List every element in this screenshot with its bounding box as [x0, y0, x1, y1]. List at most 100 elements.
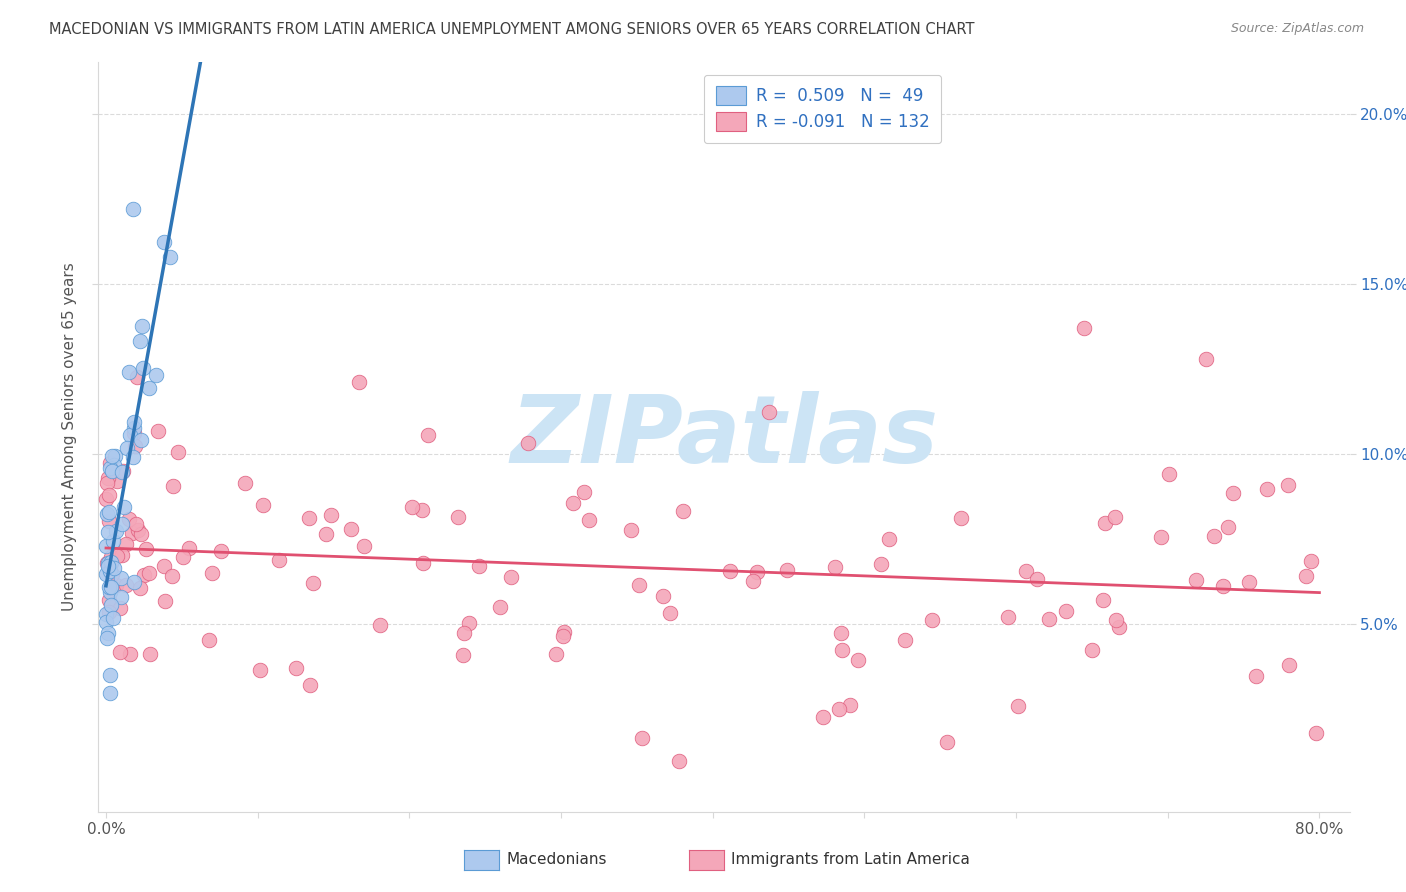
- Point: [103, 458, 125, 472]
- Point: [98, 505, 121, 519]
- Point: [672, 503, 695, 517]
- Point: [153, 235, 176, 250]
- Point: [447, 509, 470, 524]
- Point: [94, 491, 117, 506]
- Point: [129, 433, 152, 447]
- Point: [118, 512, 141, 526]
- Text: Macedonians: Macedonians: [506, 853, 606, 867]
- Point: [111, 516, 134, 531]
- Point: [1105, 613, 1128, 627]
- Point: [401, 500, 423, 515]
- Point: [97, 580, 120, 594]
- Point: [870, 557, 893, 571]
- Point: [96, 632, 118, 646]
- Point: [839, 698, 862, 712]
- Point: [97, 556, 120, 570]
- Point: [451, 648, 474, 662]
- Point: [98, 487, 121, 501]
- Point: [129, 334, 152, 348]
- Point: [112, 500, 135, 514]
- Point: [412, 556, 434, 570]
- Point: [98, 668, 121, 682]
- Point: [997, 610, 1019, 624]
- Point: [1299, 554, 1322, 568]
- Point: [152, 559, 174, 574]
- Point: [97, 471, 120, 485]
- Point: [122, 574, 145, 589]
- Point: [97, 525, 120, 540]
- Point: [105, 549, 128, 563]
- Point: [98, 585, 121, 599]
- Point: [101, 611, 124, 625]
- Point: [201, 566, 224, 580]
- Point: [776, 563, 799, 577]
- Point: [741, 574, 763, 589]
- Point: [104, 524, 127, 538]
- Point: [138, 566, 160, 580]
- Point: [458, 615, 481, 630]
- Point: [110, 465, 132, 479]
- Point: [298, 511, 321, 525]
- Point: [110, 548, 132, 562]
- Point: [98, 605, 121, 619]
- Point: [101, 566, 124, 581]
- Point: [98, 461, 121, 475]
- Point: [411, 503, 433, 517]
- Point: [1256, 483, 1278, 497]
- Point: [630, 731, 652, 745]
- Point: [1104, 510, 1126, 524]
- Text: Source: ZipAtlas.com: Source: ZipAtlas.com: [1230, 22, 1364, 36]
- Point: [1277, 478, 1299, 492]
- Point: [659, 607, 682, 621]
- Point: [103, 561, 125, 575]
- Point: [101, 449, 124, 463]
- Point: [153, 594, 176, 608]
- Point: [97, 592, 120, 607]
- Point: [489, 600, 512, 615]
- Point: [830, 625, 852, 640]
- Point: [1237, 574, 1260, 589]
- Point: [97, 626, 120, 640]
- Point: [1038, 612, 1060, 626]
- Point: [1295, 569, 1317, 583]
- Point: [267, 552, 290, 566]
- Point: [315, 526, 337, 541]
- Point: [179, 541, 201, 556]
- Point: [467, 559, 489, 574]
- Point: [1185, 574, 1208, 588]
- Point: [131, 527, 153, 541]
- Point: [831, 642, 853, 657]
- Point: [118, 428, 141, 442]
- Point: [146, 424, 169, 438]
- Point: [949, 511, 972, 525]
- Point: [627, 578, 650, 592]
- Point: [96, 539, 118, 553]
- Point: [321, 508, 343, 523]
- Point: [1157, 467, 1180, 481]
- Point: [162, 479, 184, 493]
- Point: [198, 633, 221, 648]
- Point: [651, 590, 673, 604]
- Point: [935, 735, 957, 749]
- Point: [100, 464, 122, 478]
- Point: [98, 456, 121, 470]
- Point: [115, 578, 138, 592]
- Point: [562, 495, 585, 509]
- Point: [112, 465, 135, 479]
- Point: [620, 524, 643, 538]
- Point: [302, 576, 325, 591]
- Point: [921, 613, 943, 627]
- Point: [98, 514, 121, 528]
- Point: [1216, 520, 1239, 534]
- Text: ZIPatlas: ZIPatlas: [510, 391, 938, 483]
- Point: [122, 425, 145, 440]
- Point: [1015, 564, 1038, 578]
- Legend: R =  0.509   N =  49, R = -0.091   N = 132: R = 0.509 N = 49, R = -0.091 N = 132: [704, 75, 941, 143]
- Point: [138, 381, 160, 395]
- Point: [96, 607, 118, 621]
- Point: [1150, 530, 1173, 544]
- Text: Immigrants from Latin America: Immigrants from Latin America: [731, 853, 970, 867]
- Point: [827, 701, 849, 715]
- Point: [252, 498, 274, 512]
- Point: [813, 709, 835, 723]
